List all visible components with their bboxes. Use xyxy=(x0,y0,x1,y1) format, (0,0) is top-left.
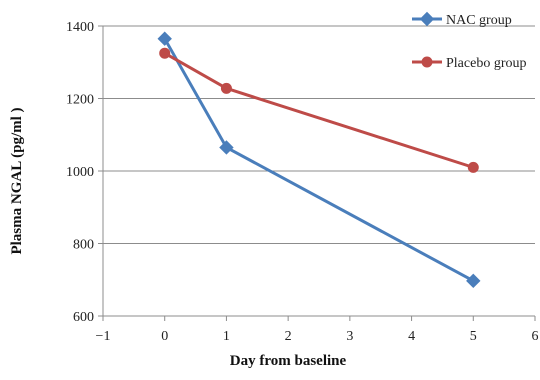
y-tick-label: 800 xyxy=(73,238,94,253)
y-tick-label: 1000 xyxy=(66,165,94,180)
series-nac-group xyxy=(157,31,481,289)
x-tick-label: −1 xyxy=(96,329,111,344)
y-tick-label: 1400 xyxy=(66,20,94,35)
x-tick-label: 0 xyxy=(161,329,168,344)
legend-label: NAC group xyxy=(446,13,512,28)
series-line-placebo-group xyxy=(163,51,474,169)
series-line-nac-group xyxy=(163,37,474,283)
data-point xyxy=(220,82,232,94)
data-point xyxy=(466,273,481,289)
data-point xyxy=(159,47,171,59)
series-placebo-group xyxy=(159,47,479,173)
legend-entry: Placebo group xyxy=(412,56,526,71)
data-point xyxy=(467,161,479,173)
y-tick-label: 1200 xyxy=(66,93,94,108)
legend-label: Placebo group xyxy=(446,56,526,71)
legend-marker xyxy=(419,11,435,27)
data-point xyxy=(157,31,172,46)
x-tick-label: 4 xyxy=(408,329,415,344)
x-axis-ticks: −1 0 1 2 3 4 5 6 xyxy=(96,316,539,344)
x-tick-label: 3 xyxy=(346,329,353,344)
legend-marker xyxy=(421,56,433,68)
y-axis-label: Plasma NGAL (pg/ml ) xyxy=(9,107,25,254)
series-group xyxy=(157,31,481,289)
x-tick-label: 5 xyxy=(470,329,477,344)
x-tick-label: 6 xyxy=(532,329,539,344)
y-axis-ticks: 600 800 1000 1200 1400 xyxy=(66,20,103,325)
x-tick-label: 1 xyxy=(223,329,230,344)
legend: NAC group Placebo group xyxy=(412,11,526,71)
data-point xyxy=(219,140,234,155)
x-tick-label: 2 xyxy=(285,329,292,344)
x-axis-label: Day from baseline xyxy=(230,353,347,369)
y-tick-label: 600 xyxy=(73,310,94,325)
gridlines xyxy=(103,25,535,244)
legend-entry: NAC group xyxy=(412,11,512,28)
